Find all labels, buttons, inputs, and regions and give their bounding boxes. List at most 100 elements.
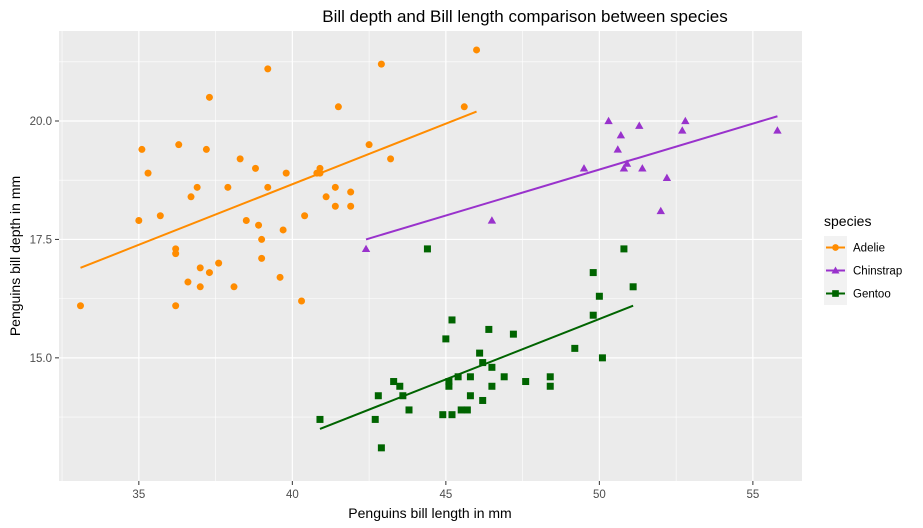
- point-chinstrap: [635, 121, 644, 129]
- point-adelie: [175, 141, 183, 149]
- y-axis-title: Penguins bill depth in mm: [7, 176, 23, 336]
- point-adelie: [264, 65, 272, 73]
- fit-line-chinstrap: [365, 115, 778, 241]
- point-chinstrap: [487, 216, 497, 224]
- point-adelie: [224, 183, 232, 191]
- point-gentoo: [598, 354, 606, 362]
- point-gentoo: [500, 373, 508, 381]
- point-adelie: [205, 269, 213, 277]
- point-chinstrap: [616, 131, 626, 139]
- legend-label-gentoo: Gentoo: [853, 289, 891, 301]
- fit-line-adelie: [80, 110, 477, 269]
- point-chinstrap: [773, 126, 782, 134]
- point-gentoo: [374, 392, 382, 400]
- point-adelie: [184, 278, 192, 286]
- point-adelie: [264, 183, 272, 191]
- point-adelie: [258, 235, 266, 243]
- legend-title: species: [824, 213, 871, 229]
- point-adelie: [334, 103, 342, 111]
- point-adelie: [365, 141, 373, 149]
- point-adelie: [172, 302, 180, 310]
- legend: species Adelie Chinstrap Gentoo: [824, 213, 902, 305]
- data-points: [76, 46, 782, 452]
- point-chinstrap: [638, 164, 647, 172]
- x-tick-label: 40: [286, 489, 299, 501]
- point-gentoo: [445, 378, 453, 386]
- point-gentoo: [371, 415, 379, 423]
- point-gentoo: [522, 378, 530, 386]
- x-tick-label: 45: [439, 489, 452, 501]
- point-adelie: [215, 259, 223, 267]
- point-adelie: [251, 164, 259, 172]
- point-chinstrap: [678, 126, 687, 134]
- point-chinstrap: [622, 159, 632, 167]
- point-adelie: [236, 155, 244, 163]
- x-axis-title: Penguins bill length in mm: [348, 505, 511, 521]
- point-gentoo: [485, 325, 493, 333]
- x-tick-label: 55: [746, 489, 759, 501]
- point-adelie: [347, 202, 355, 210]
- point-adelie: [187, 193, 195, 201]
- point-adelie: [205, 93, 213, 101]
- point-adelie: [387, 155, 395, 163]
- point-adelie: [258, 254, 266, 262]
- point-adelie: [316, 169, 324, 177]
- point-gentoo: [442, 335, 450, 343]
- plot-panel: [59, 31, 802, 481]
- x-tick-label: 35: [132, 489, 145, 501]
- point-adelie: [301, 212, 309, 220]
- point-adelie: [331, 183, 339, 191]
- point-gentoo: [439, 411, 447, 419]
- point-gentoo: [466, 392, 474, 400]
- y-tick-label: 20.0: [30, 116, 52, 128]
- point-adelie: [196, 283, 204, 291]
- point-gentoo: [399, 392, 407, 400]
- grid-minor: [59, 31, 802, 481]
- point-gentoo: [488, 363, 496, 371]
- grid-major: [59, 31, 802, 481]
- point-adelie: [279, 226, 287, 234]
- point-adelie: [377, 60, 385, 68]
- point-gentoo: [476, 349, 484, 357]
- point-adelie: [202, 145, 210, 153]
- point-gentoo: [620, 245, 628, 253]
- legend-label-chinstrap: Chinstrap: [853, 266, 902, 278]
- point-gentoo: [390, 378, 398, 386]
- point-adelie: [156, 212, 164, 220]
- point-gentoo: [509, 330, 517, 338]
- point-chinstrap: [613, 145, 622, 153]
- point-adelie: [138, 145, 146, 153]
- point-chinstrap: [579, 164, 589, 172]
- point-adelie: [242, 216, 250, 224]
- chart-title: Bill depth and Bill length comparison be…: [322, 7, 727, 26]
- point-adelie: [255, 221, 263, 229]
- point-adelie: [331, 202, 339, 210]
- point-gentoo: [454, 373, 462, 381]
- point-adelie: [172, 245, 180, 253]
- point-adelie: [347, 188, 355, 196]
- point-adelie: [76, 302, 84, 310]
- point-gentoo: [546, 382, 554, 390]
- point-chinstrap: [361, 244, 371, 253]
- point-adelie: [298, 297, 306, 305]
- point-gentoo: [423, 245, 431, 253]
- point-gentoo: [466, 373, 474, 381]
- point-gentoo: [463, 406, 471, 414]
- point-adelie: [135, 216, 143, 224]
- fit-lines: [80, 110, 778, 430]
- y-axis-ticks: 15.0 17.5 20.0: [30, 116, 59, 365]
- point-gentoo: [595, 292, 603, 300]
- point-gentoo: [488, 382, 496, 390]
- point-gentoo: [571, 344, 579, 352]
- point-adelie: [193, 183, 201, 191]
- x-tick-label: 50: [593, 489, 606, 501]
- point-adelie: [276, 273, 284, 281]
- x-axis-ticks: 35 40 45 50 55: [132, 481, 759, 501]
- point-adelie: [144, 169, 152, 177]
- point-gentoo: [405, 406, 413, 414]
- point-gentoo: [316, 415, 324, 423]
- legend-key-marker-chinstrap: [831, 266, 840, 274]
- point-gentoo: [448, 316, 456, 324]
- point-gentoo: [546, 373, 554, 381]
- point-gentoo: [479, 359, 487, 367]
